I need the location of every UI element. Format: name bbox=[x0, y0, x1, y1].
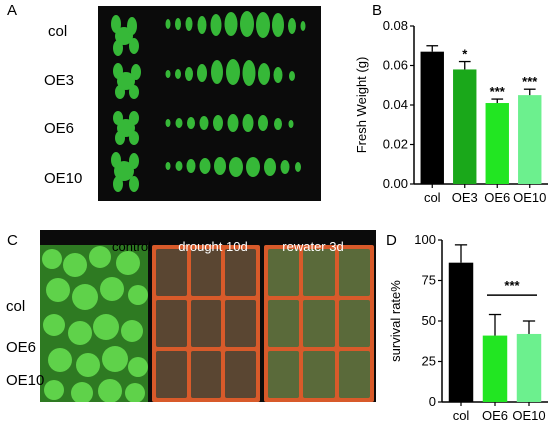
x-tick-label: OE3 bbox=[452, 190, 478, 205]
pot-cell bbox=[268, 300, 300, 347]
rosette-oe6 bbox=[113, 111, 139, 145]
panel-a-letter: A bbox=[7, 2, 18, 19]
y-tick-label: 25 bbox=[422, 354, 436, 369]
pot-cell bbox=[268, 249, 300, 296]
column-label-control: control bbox=[112, 239, 152, 254]
pot-cell bbox=[156, 351, 187, 398]
pot-cell bbox=[190, 249, 222, 296]
y-tick-label: 0.04 bbox=[383, 97, 408, 112]
leaf-row-oe10 bbox=[165, 157, 301, 177]
y-tick-label: 0.08 bbox=[383, 18, 408, 33]
x-tick-label: col bbox=[453, 408, 470, 423]
control-plants-graphic bbox=[42, 246, 148, 404]
panel-a-row-label-oe10: OE10 bbox=[44, 170, 83, 187]
leaf-row-oe3 bbox=[165, 59, 295, 86]
y-tick-label: 50 bbox=[422, 313, 436, 328]
y-tick-label: 100 bbox=[414, 232, 436, 247]
x-tick-label: OE6 bbox=[484, 190, 510, 205]
pot-cell bbox=[338, 351, 370, 398]
y-tick-label: 0 bbox=[429, 394, 436, 409]
rosette-col bbox=[111, 15, 139, 56]
y-tick-label: 0.02 bbox=[383, 137, 408, 152]
panel-c-row-label-oe10: OE10 bbox=[6, 372, 45, 389]
x-tick-label: col bbox=[424, 190, 441, 205]
bar bbox=[448, 262, 474, 402]
leaf-photo-graphic bbox=[111, 11, 306, 192]
fresh-weight-chart: 0.00 0.02 0.04 0.06 0.08 Fresh Weight (g) col *… bbox=[354, 18, 548, 205]
significance-mark: *** bbox=[490, 84, 506, 99]
panel-a-row-label-oe6: OE6 bbox=[44, 120, 75, 137]
x-tick-label: OE10 bbox=[512, 408, 545, 423]
rosette-oe3 bbox=[113, 63, 141, 99]
panel-c-letter: C bbox=[7, 232, 18, 249]
pot-cell bbox=[190, 351, 222, 398]
panel-d-letter: D bbox=[386, 232, 397, 249]
rewater-tray bbox=[264, 245, 374, 402]
panel-c-row-label-oe6: OE6 bbox=[6, 339, 37, 356]
survival-rate-chart: 0 25 50 75 100 survival rate% col OE6 OE10 *** bbox=[388, 232, 548, 423]
bar bbox=[518, 95, 542, 184]
pot-cell bbox=[156, 300, 187, 347]
pot-cell bbox=[190, 300, 222, 347]
column-label-drought: drought 10d bbox=[178, 239, 248, 254]
panel-c-row-label-col: col bbox=[6, 298, 26, 315]
pot-cell bbox=[225, 300, 256, 347]
x-tick-label: OE10 bbox=[513, 190, 546, 205]
leaf-row-oe6 bbox=[165, 114, 294, 132]
pot-cell bbox=[303, 351, 335, 398]
pot-cell bbox=[338, 300, 370, 347]
pot-cell bbox=[156, 249, 187, 296]
rosette-leaf-photo bbox=[98, 6, 321, 201]
pot-cell bbox=[225, 249, 256, 296]
y-axis-label: survival rate% bbox=[388, 280, 403, 362]
pot-cell bbox=[338, 249, 370, 296]
bar bbox=[482, 335, 508, 402]
y-axis-label: Fresh Weight (g) bbox=[354, 57, 369, 154]
y-tick-label: 0.00 bbox=[383, 176, 408, 191]
drought-photo bbox=[40, 230, 376, 404]
pot-cell bbox=[303, 249, 335, 296]
pot-cell bbox=[303, 300, 335, 347]
bar bbox=[420, 51, 444, 184]
bar bbox=[485, 103, 509, 184]
panel-a-row-label-col: col bbox=[48, 23, 68, 40]
bar bbox=[453, 69, 477, 184]
significance-mark: *** bbox=[522, 74, 538, 89]
x-tick-label: OE6 bbox=[482, 408, 508, 423]
pot-cell bbox=[268, 351, 300, 398]
control-column-photo bbox=[40, 245, 148, 404]
leaf-row-col bbox=[165, 11, 306, 38]
panel-a-row-label-oe3: OE3 bbox=[44, 72, 75, 89]
panel-b-letter: B bbox=[372, 2, 383, 19]
y-tick-label: 0.06 bbox=[383, 58, 408, 73]
rosette-oe10 bbox=[111, 152, 139, 192]
bar bbox=[516, 333, 542, 402]
pot-cell bbox=[225, 351, 256, 398]
y-tick-label: 75 bbox=[422, 273, 436, 288]
column-label-rewater: rewater 3d bbox=[282, 239, 344, 254]
drought-tray bbox=[152, 245, 260, 402]
significance-mark: *** bbox=[504, 278, 520, 293]
significance-mark: * bbox=[462, 47, 468, 62]
